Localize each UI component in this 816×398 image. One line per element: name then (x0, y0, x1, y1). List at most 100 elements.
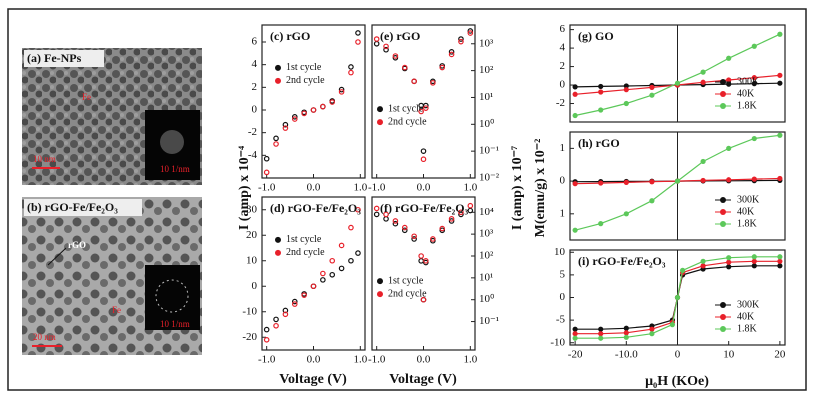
x-tick-label: 10 (723, 349, 735, 361)
data-point (273, 141, 279, 147)
data-marker (726, 259, 732, 265)
data-point (355, 39, 361, 45)
data-marker (751, 258, 757, 264)
legend-label: 300K (737, 76, 760, 87)
data-point (439, 225, 446, 232)
data-point (458, 38, 464, 45)
y-tick-label: 10⁻² (479, 172, 500, 184)
data-marker (777, 132, 783, 138)
y-tick-label: 10¹ (479, 271, 493, 283)
annotation: 10 1/nm (160, 319, 190, 329)
legend-label: 300K (737, 194, 760, 205)
data-point (418, 108, 424, 115)
data-marker (649, 326, 655, 332)
data-marker (726, 55, 732, 61)
legend-label: 1.8K (737, 100, 758, 111)
legend-label: 1.8K (737, 218, 758, 229)
legend-marker (720, 302, 726, 308)
data-point (467, 202, 474, 209)
data-marker (700, 69, 706, 75)
data-point (273, 135, 279, 142)
data-point (420, 296, 427, 303)
y-axis-label: I (amp) x 10⁻⁴ (237, 145, 252, 230)
data-point (418, 253, 424, 259)
data-point (448, 51, 455, 58)
data-point (423, 258, 429, 264)
data-point (338, 86, 345, 93)
plot-frame (371, 24, 476, 179)
legend-marker (720, 197, 726, 203)
data-marker (623, 334, 629, 340)
data-point (430, 236, 436, 242)
legend-marker (720, 103, 726, 109)
data-point (420, 156, 427, 163)
y-tick-label: 10⁻¹ (479, 145, 499, 157)
data-point (401, 224, 408, 231)
data-point (320, 277, 326, 283)
annotation: rGO (68, 240, 86, 250)
y-tick-label: -2 (556, 97, 565, 109)
data-marker (649, 84, 655, 90)
y-tick-label: -20 (242, 331, 257, 343)
data-point (348, 64, 354, 70)
legend-marker (720, 326, 726, 332)
panel-a: (a) Fe-NPs Fe 10 nm 10 1/nm (22, 48, 202, 185)
data-marker (700, 177, 706, 184)
data-point (373, 205, 380, 212)
data-marker (649, 331, 655, 337)
data-point (291, 301, 298, 307)
y-axis-label: M(emu/g) x 10⁻² (533, 139, 548, 238)
data-point (282, 125, 289, 131)
data-point (423, 105, 429, 111)
data-point (355, 250, 361, 256)
annotation: Fe (82, 92, 91, 102)
data-marker (726, 264, 732, 270)
data-point (338, 242, 345, 249)
data-point (439, 64, 446, 71)
y-tick-label: 10⁴ (479, 206, 494, 218)
data-marker (598, 180, 604, 186)
data-point (355, 30, 361, 36)
plot-frame (261, 24, 366, 179)
data-point (348, 69, 354, 76)
data-marker (777, 80, 783, 86)
figure-frame (7, 8, 807, 391)
plot-frame (261, 196, 366, 351)
data-marker (572, 331, 578, 337)
y-tick-label: 1 (560, 142, 566, 154)
y-axis-label: I (amp) x 10⁻⁷ (510, 146, 525, 230)
data-point (338, 89, 345, 95)
x-tick-label: 0.0 (417, 182, 431, 194)
data-marker (623, 87, 629, 93)
data-point (263, 169, 270, 176)
panel-label: (b) rGO-Fe/Fe₂O₃ (27, 200, 118, 214)
diffraction-ring (160, 130, 184, 154)
data-marker (598, 221, 604, 227)
data-point (373, 211, 380, 218)
data-point (301, 110, 307, 117)
x-tick-label: 1.0 (353, 354, 367, 366)
data-marker (777, 254, 783, 260)
data-point (392, 55, 399, 61)
y-tick-label: 10 (246, 254, 258, 266)
x-tick-label: 0.0 (417, 354, 431, 366)
data-marker (572, 84, 578, 90)
x-tick-label: -1.0 (368, 354, 386, 366)
data-point (411, 233, 417, 240)
legend-label: 40K (737, 311, 755, 322)
data-point (411, 78, 417, 85)
data-marker (777, 175, 783, 182)
x-tick-label: 0.0 (307, 182, 321, 194)
data-marker (572, 326, 578, 332)
y-tick-label: 10¹ (479, 91, 493, 103)
data-marker (751, 75, 757, 81)
x-tick-label: 20 (774, 349, 786, 361)
panel-label: (a) Fe-NPs (27, 51, 82, 65)
legend-marker (377, 278, 383, 285)
legend-label: 300K (737, 299, 760, 310)
y-tick-label: 10⁰ (479, 293, 495, 305)
data-marker (623, 330, 629, 336)
